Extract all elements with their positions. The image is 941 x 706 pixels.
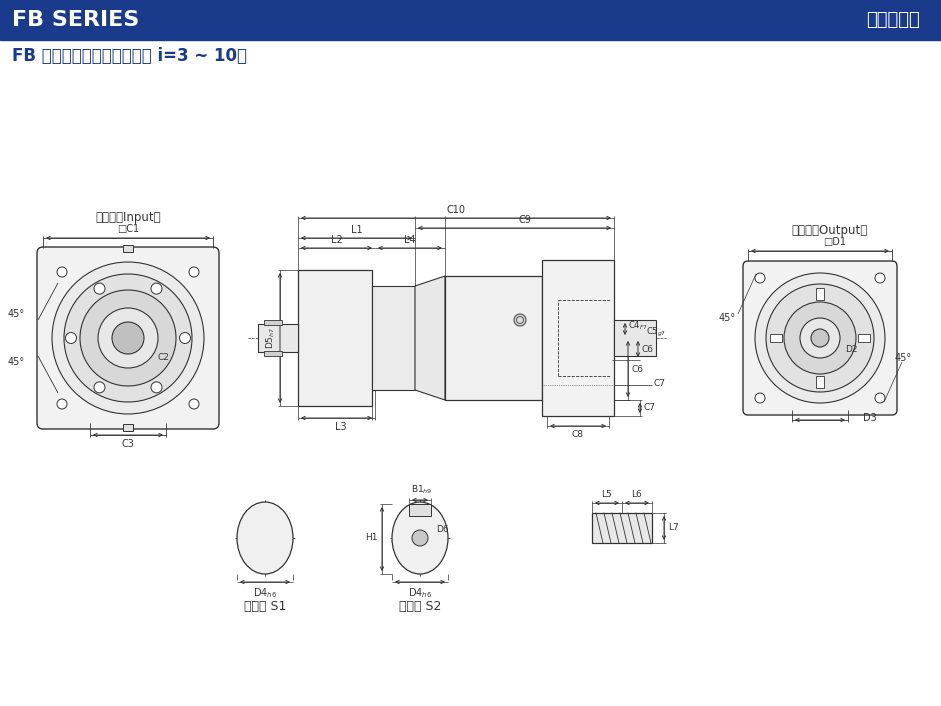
Polygon shape (415, 276, 445, 400)
Circle shape (811, 329, 829, 347)
Text: C9: C9 (518, 215, 531, 225)
Circle shape (766, 284, 874, 392)
Bar (298, 270, 372, 406)
Circle shape (151, 283, 162, 294)
Bar (858, 334, 870, 342)
Circle shape (784, 302, 856, 374)
Text: 行星减速机: 行星减速机 (867, 11, 920, 29)
Bar (0, 0, 941, 40)
Circle shape (94, 283, 105, 294)
Text: L4: L4 (405, 235, 416, 245)
Bar (592, 513, 652, 543)
Bar (816, 376, 824, 388)
Bar (409, 504, 431, 516)
Text: C2: C2 (158, 354, 170, 362)
Text: L7: L7 (668, 524, 678, 532)
Text: C8: C8 (572, 430, 584, 439)
Circle shape (80, 290, 176, 386)
Text: C5$_{g7}$: C5$_{g7}$ (646, 325, 666, 339)
Text: D2: D2 (845, 345, 857, 354)
Circle shape (180, 333, 190, 344)
FancyBboxPatch shape (37, 247, 219, 429)
Bar (123, 424, 133, 431)
Text: L2: L2 (330, 235, 343, 245)
Circle shape (875, 393, 885, 403)
Circle shape (189, 399, 199, 409)
Text: D4$_{h6}$: D4$_{h6}$ (253, 586, 277, 600)
Circle shape (57, 267, 67, 277)
Bar (614, 320, 656, 356)
Text: 45°: 45° (8, 357, 25, 367)
Circle shape (94, 382, 105, 393)
Circle shape (112, 322, 144, 354)
Text: □D1: □D1 (823, 237, 847, 247)
Bar (770, 334, 782, 342)
Text: C3: C3 (121, 439, 135, 449)
Circle shape (64, 274, 192, 402)
Text: C10: C10 (446, 205, 466, 215)
Circle shape (52, 262, 204, 414)
Circle shape (875, 273, 885, 283)
Text: B1$_{h9}$: B1$_{h9}$ (411, 484, 433, 496)
Bar (123, 245, 133, 252)
Text: L6: L6 (631, 490, 643, 499)
Text: L5: L5 (601, 490, 613, 499)
Circle shape (800, 318, 840, 358)
Text: C4$_{F7}$: C4$_{F7}$ (628, 320, 648, 333)
Bar (816, 288, 824, 300)
Text: 45°: 45° (895, 353, 912, 363)
Bar (258, 324, 298, 352)
Circle shape (57, 399, 67, 409)
Bar (542, 260, 614, 416)
Text: L3: L3 (335, 422, 346, 432)
Text: 45°: 45° (719, 313, 736, 323)
Bar (264, 351, 282, 356)
Bar (445, 276, 542, 400)
Text: 轴型式 S2: 轴型式 S2 (399, 600, 441, 613)
Bar (264, 320, 282, 325)
Text: 轴型式 S1: 轴型式 S1 (244, 600, 286, 613)
Text: FB SERIES: FB SERIES (12, 10, 139, 30)
Circle shape (514, 314, 526, 326)
FancyBboxPatch shape (743, 261, 897, 415)
Circle shape (412, 530, 428, 546)
Text: C7: C7 (644, 404, 656, 412)
Text: C6: C6 (642, 345, 654, 354)
Circle shape (755, 273, 765, 283)
Text: 输入端（Input）: 输入端（Input） (95, 211, 161, 224)
Circle shape (98, 308, 158, 368)
Bar (372, 286, 415, 390)
Text: L1: L1 (351, 225, 362, 235)
Text: C6: C6 (632, 364, 644, 373)
Text: C7: C7 (654, 378, 666, 388)
Circle shape (755, 273, 885, 403)
Circle shape (66, 333, 76, 344)
Ellipse shape (392, 502, 448, 574)
Circle shape (189, 267, 199, 277)
Text: D3: D3 (863, 413, 877, 423)
Circle shape (151, 382, 162, 393)
Text: D4$_{h6}$: D4$_{h6}$ (408, 586, 432, 600)
Text: 45°: 45° (8, 309, 25, 319)
Circle shape (755, 393, 765, 403)
Text: 输出端（Output）: 输出端（Output） (792, 224, 869, 237)
Ellipse shape (237, 502, 293, 574)
Text: D6: D6 (436, 525, 449, 534)
Text: D5$_{h7}$: D5$_{h7}$ (264, 327, 277, 349)
Text: FB 系列尺廸（单节，减速比 i=3 ~ 10）: FB 系列尺廸（单节，减速比 i=3 ~ 10） (12, 47, 247, 65)
Text: H1: H1 (365, 534, 378, 542)
Text: □C1: □C1 (117, 224, 139, 234)
